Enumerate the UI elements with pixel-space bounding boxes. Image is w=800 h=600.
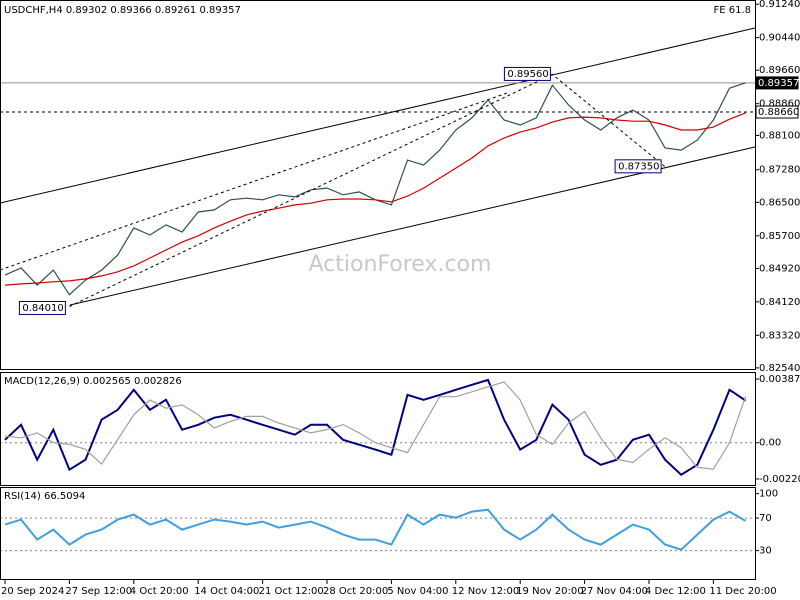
price-label: 0.89357 — [758, 78, 799, 89]
y-tick-label: 0.84920 — [759, 263, 800, 274]
series-line — [4, 381, 747, 470]
y-tick-label: 0.88100 — [759, 130, 800, 141]
y-tick-label: 0.82540 — [759, 363, 800, 374]
x-tick-label: 27 Nov 04:00 — [581, 586, 648, 597]
fibo-line — [69, 73, 666, 307]
y-tick-label: 100 — [759, 489, 778, 500]
y-tick-label: 0.85700 — [759, 231, 800, 242]
rsi-header: RSI(14) 66.5094 — [4, 491, 85, 502]
y-tick-label: 30 — [759, 546, 772, 557]
x-tick-label: 21 Oct 12:00 — [259, 586, 324, 597]
series-line — [4, 112, 746, 286]
price-label-box — [755, 76, 799, 90]
y-tick-label: 0.00 — [759, 438, 781, 449]
fe-label: FE 61.8 — [713, 5, 751, 16]
y-tick-label: 0.89660 — [759, 65, 800, 76]
x-tick-label: 4 Dec 12:00 — [645, 586, 706, 597]
rsi-panel — [0, 487, 756, 580]
y-tick-label: 0.83320 — [759, 330, 800, 341]
annotation-label: 0.84010 — [22, 303, 63, 314]
price-label: 0.88660 — [758, 107, 799, 118]
x-tick-label: 28 Oct 20:00 — [323, 586, 388, 597]
annotation-label: 0.87350 — [618, 161, 659, 172]
x-tick-label: 5 Nov 04:00 — [387, 586, 448, 597]
y-tick-label: 0.003873 — [759, 374, 800, 385]
x-tick-label: 11 Dec 20:00 — [709, 586, 776, 597]
channel-lower — [69, 146, 756, 306]
x-tick-label: 20 Sep 2024 — [1, 586, 64, 597]
y-tick-label: 0.87280 — [759, 165, 800, 176]
y-tick-label: 0.84120 — [759, 297, 800, 308]
annotation-box — [18, 300, 66, 315]
series-line — [4, 378, 747, 476]
y-tick-label: 0.90440 — [759, 33, 800, 44]
price-header: USDCHF,H4 0.89302 0.89366 0.89261 0.8935… — [4, 5, 241, 16]
channel-upper — [0, 27, 756, 204]
y-tick-label: 0.88860 — [759, 99, 800, 110]
x-tick-label: 27 Sep 12:00 — [65, 586, 132, 597]
price-panel — [0, 0, 756, 370]
annotation-label: 0.89560 — [507, 69, 548, 80]
y-tick-label: 0.86500 — [759, 197, 800, 208]
x-tick-label: 4 Oct 20:00 — [130, 586, 189, 597]
x-tick-label: 19 Nov 20:00 — [516, 586, 583, 597]
x-tick-label: 14 Oct 04:00 — [194, 586, 259, 597]
plot-layer — [0, 73, 755, 552]
annotation-box — [614, 159, 662, 174]
x-tick-label: 12 Nov 12:00 — [452, 586, 519, 597]
y-tick-label: -0.002201 — [759, 474, 800, 485]
y-tick-label: 70 — [759, 513, 772, 524]
annotation-box — [503, 66, 551, 81]
macd-header: MACD(12,26,9) 0.002565 0.002826 — [4, 376, 182, 387]
y-tick-label: 0.91240 — [759, 0, 800, 10]
channel-mid — [0, 91, 511, 271]
series-line — [4, 508, 747, 551]
price-label-box — [755, 105, 799, 119]
macd-panel — [0, 372, 756, 486]
watermark: ActionForex.com — [309, 252, 492, 277]
